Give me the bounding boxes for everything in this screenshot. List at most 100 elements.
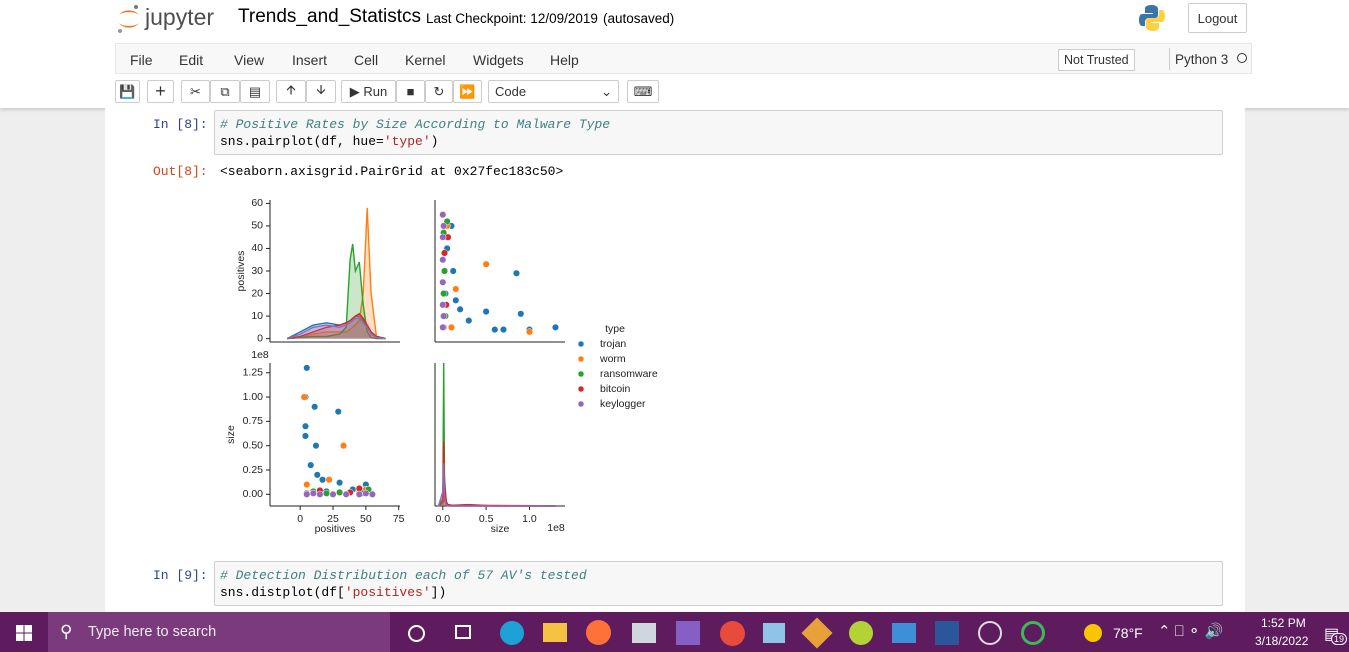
scatter-point [322, 489, 331, 497]
y-tick-label: 30 [251, 265, 263, 277]
app-icon[interactable] [892, 623, 916, 643]
search-box[interactable]: ⚲ Type here to search [48, 612, 390, 652]
app-icon[interactable] [801, 617, 833, 649]
insert-button[interactable]: + [147, 80, 174, 103]
x-tick-label: 75 [393, 513, 405, 525]
y-tick-label: 0 [257, 332, 263, 344]
code-comment: # Detection Distribution each of 57 AV's… [220, 568, 587, 583]
y-tick-label: 1.25 [243, 367, 264, 379]
taskbar: ⚲ Type here to search 78°F ⌃ ⎕ ⚬ 🔊 1:52 … [0, 612, 1349, 652]
stop-button[interactable]: ■ [396, 80, 425, 103]
trust-indicator[interactable]: Not Trusted [1058, 49, 1135, 71]
menu-item[interactable]: Cell [354, 52, 379, 68]
chrome-icon[interactable] [720, 621, 745, 646]
menu-item[interactable]: Insert [292, 52, 328, 68]
cell-type: Code [495, 84, 527, 99]
legend-marker [577, 400, 585, 408]
run-all-button[interactable]: ⏩ [453, 80, 482, 103]
kernel-name: Python 3 [1175, 52, 1229, 67]
clock-date[interactable]: 3/18/2022 [1255, 634, 1309, 648]
clock-time[interactable]: 1:52 PM [1261, 616, 1306, 630]
menu-item[interactable]: Help [550, 52, 579, 68]
run-button[interactable]: ▶ Run [341, 80, 396, 103]
task-view-icon[interactable] [455, 625, 471, 639]
kde-line [287, 243, 386, 340]
kde-area [438, 363, 556, 506]
y-tick-label: 20 [251, 287, 263, 299]
legend-marker [577, 340, 585, 348]
python-logo [1139, 5, 1165, 31]
firefox-icon[interactable] [586, 620, 611, 645]
menu-item[interactable]: View [234, 52, 265, 68]
code-token: sns.distplot(df[ [220, 585, 345, 600]
run-label: Run [363, 84, 388, 99]
cortana-icon[interactable] [408, 625, 425, 642]
kde-area [438, 441, 556, 506]
menu-item[interactable]: File [130, 52, 153, 68]
kde-line [437, 463, 556, 507]
scatter-point [439, 233, 447, 241]
autosaved: (autosaved) [603, 11, 675, 26]
scatter-point [301, 422, 310, 430]
scatter-point [440, 267, 449, 275]
keyboard-button[interactable]: ⌨ [627, 80, 659, 103]
scatter-point [439, 278, 447, 286]
save-button[interactable]: 💾 [115, 80, 140, 103]
scatter-point [439, 301, 447, 309]
code-token: ]) [430, 585, 447, 600]
x-axis-label: size [491, 523, 510, 535]
menu: File Edit View Insert Cell Kernel Widget… [115, 43, 1252, 74]
y-tick-label: 0.00 [243, 488, 264, 500]
paste-button[interactable]: ▤ [240, 80, 270, 103]
cut-button[interactable]: ✂ [181, 80, 210, 103]
menu-item[interactable]: Widgets [473, 52, 524, 68]
code-cell[interactable] [214, 561, 1223, 606]
scatter-point [525, 328, 534, 336]
cell-type-select[interactable]: Code ⌄ [488, 80, 619, 103]
edge-icon[interactable] [500, 621, 524, 645]
temperature[interactable]: 78°F [1113, 625, 1143, 641]
scatter-point [336, 488, 344, 496]
move-down-button[interactable]: 🡫 [306, 80, 336, 103]
word-icon[interactable] [935, 621, 959, 645]
y-tick-label: 0.50 [243, 439, 264, 451]
scatter-point [339, 442, 348, 450]
app-icon[interactable] [1021, 621, 1045, 645]
scatter-point [300, 393, 308, 401]
input-prompt: In [9]: [153, 568, 208, 583]
scatter-point [312, 442, 320, 450]
kernel-status [1237, 53, 1247, 63]
app-icon[interactable] [978, 621, 1002, 645]
scatter-point [303, 481, 311, 489]
copy-button[interactable]: ⧉ [210, 80, 240, 103]
weather-icon [1084, 624, 1102, 642]
app-icon[interactable] [849, 621, 873, 645]
checkpoint: Last Checkpoint: 12/09/2019 [426, 11, 598, 26]
pairplot: 0 10 20 30 40 50 60 positives type trojan worm rans… [225, 197, 658, 535]
notebook-title[interactable]: Trends_and_Statistcs [238, 6, 422, 27]
legend-title: type [605, 323, 625, 335]
vs-icon[interactable] [676, 621, 700, 645]
y-tick-label: 10 [251, 310, 263, 322]
code-cell[interactable] [214, 110, 1223, 155]
divider [1169, 48, 1170, 70]
kde-line [286, 312, 386, 340]
kde-area [287, 318, 386, 339]
y-offset: 1e8 [251, 349, 269, 361]
restart-button[interactable]: ↻ [425, 80, 453, 103]
menu-item[interactable]: Kernel [405, 52, 446, 68]
x-tick-label: 25 [327, 513, 339, 525]
app-icon[interactable] [763, 623, 785, 643]
menu-item[interactable]: Edit [179, 52, 204, 68]
explorer-icon[interactable] [543, 623, 567, 642]
tray-icons[interactable]: ⌃ ⎕ ⚬ 🔊 [1158, 623, 1224, 640]
scatter-point [318, 476, 327, 484]
scatter-point [355, 490, 363, 498]
start-button[interactable] [16, 625, 32, 641]
logout-button[interactable]: Logout [1188, 3, 1247, 33]
scatter-point [336, 479, 344, 487]
app-icon[interactable] [632, 623, 656, 643]
scatter-point [325, 476, 333, 484]
move-up-button[interactable]: 🡩 [276, 80, 306, 103]
